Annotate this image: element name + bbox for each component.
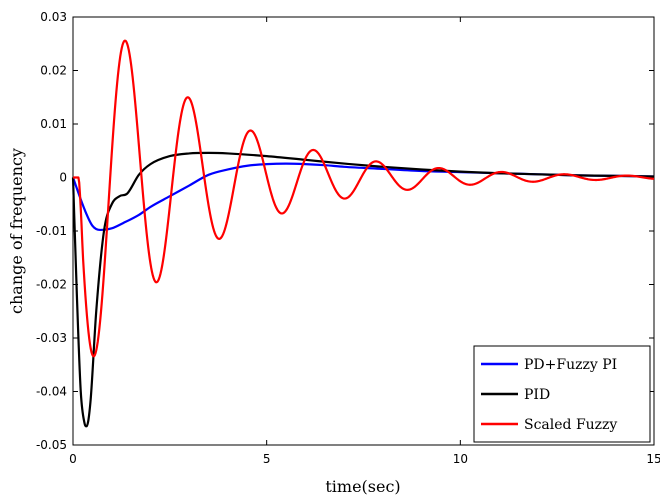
legend: PD+Fuzzy PI PID Scaled Fuzzy [473,345,651,443]
y-tick-label: -0.01 [36,224,67,238]
y-tick-label: 0.03 [40,10,67,24]
series-line [71,151,655,428]
y-tick-label: -0.05 [36,438,67,452]
x-axis-label: time(sec) [325,477,400,496]
y-tick-label: 0.01 [40,117,67,131]
y-tick-label: 0 [59,171,67,185]
y-tick-label: -0.02 [36,278,67,292]
x-tick-label: 10 [453,452,468,466]
x-tick-label: 0 [69,452,77,466]
legend-label: Scaled Fuzzy [524,417,617,433]
y-tick-label: -0.04 [36,385,67,399]
legend-label: PID [524,387,550,403]
series-layer [71,39,655,428]
legend-items: PD+Fuzzy PI PID Scaled Fuzzy [481,357,617,433]
x-tick-label: 15 [646,452,660,466]
y-axis-label: change of frequency [7,148,26,314]
y-tick-label: 0.02 [40,64,67,78]
x-tick-label: 5 [263,452,271,466]
legend-label: PD+Fuzzy PI [524,357,617,373]
series-line [72,39,655,358]
ticks-layer: 0 5 10 15 -0.05 -0.04 -0.03 -0.02 -0.01 0 0.01 0.02… [36,10,660,466]
y-tick-label: -0.03 [36,331,67,345]
